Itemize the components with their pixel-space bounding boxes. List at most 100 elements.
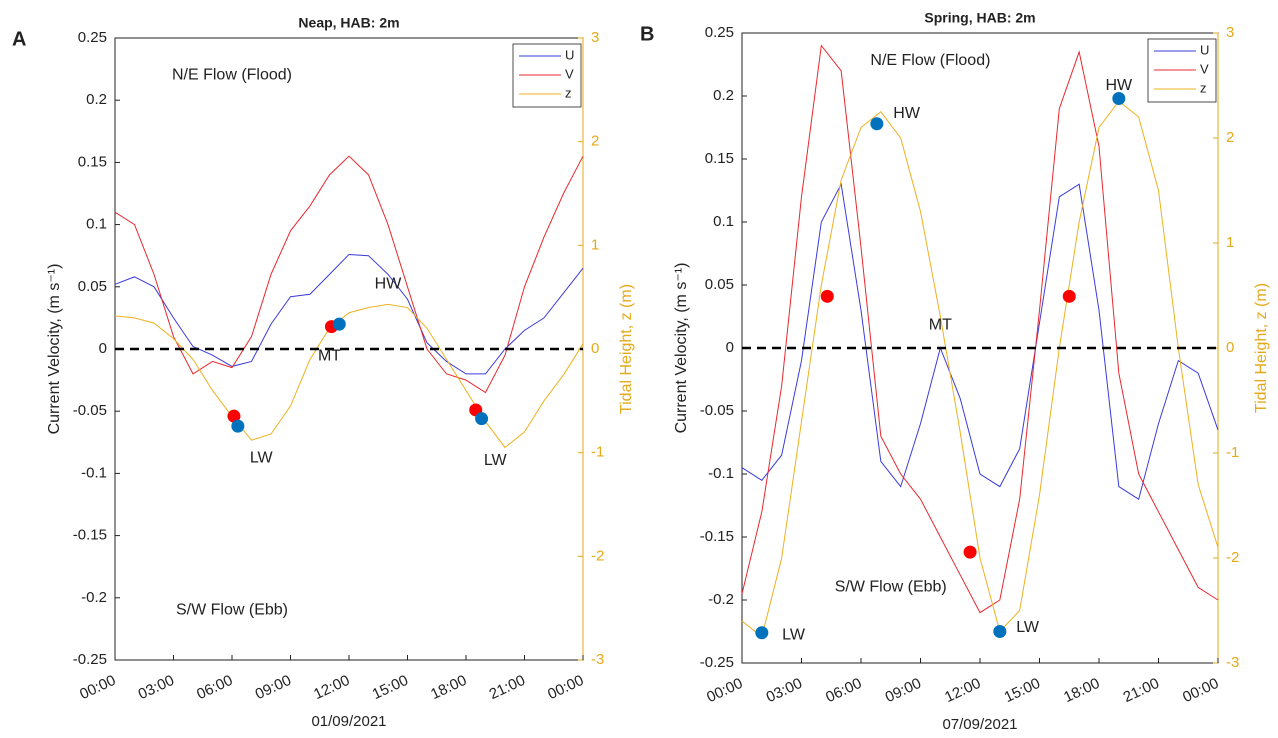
x-axis-label: 07/09/2021 bbox=[942, 716, 1017, 733]
y2-tick-label: -1 bbox=[1226, 444, 1239, 461]
y2-tick-label: 2 bbox=[1226, 129, 1234, 146]
y-tick-label: 0 bbox=[726, 339, 734, 356]
legend-label: z bbox=[1200, 80, 1207, 95]
annotation: N/E Flow (Flood) bbox=[870, 52, 990, 69]
point-marker bbox=[963, 545, 977, 559]
point-marker bbox=[231, 419, 245, 433]
plot-frame bbox=[741, 32, 1219, 664]
y-tick-label: 0.05 bbox=[705, 276, 734, 293]
y2-tick-label: 3 bbox=[591, 29, 599, 46]
annotation: MT bbox=[929, 317, 952, 334]
legend-label: U bbox=[1200, 42, 1209, 57]
y-tick-label: -0.1 bbox=[708, 465, 734, 482]
y2-tick-label: -3 bbox=[1226, 654, 1239, 671]
annotation: S/W Flow (Ebb) bbox=[176, 601, 288, 618]
chart-title: Neap, HAB: 2m bbox=[298, 15, 399, 31]
y-tick-label: -0.1 bbox=[81, 464, 107, 481]
panel-label: B bbox=[640, 23, 654, 45]
annotation: HW bbox=[893, 105, 921, 122]
y2-tick-label: 0 bbox=[591, 340, 599, 357]
annotation: S/W Flow (Ebb) bbox=[835, 579, 947, 596]
annotation: HW bbox=[1106, 77, 1134, 94]
y-tick-label: -0.15 bbox=[73, 527, 107, 544]
y2-tick-label: -1 bbox=[591, 444, 604, 461]
y-tick-label: 0 bbox=[99, 340, 107, 357]
x-tick-label: 21:00 bbox=[1121, 675, 1162, 706]
legend-label: U bbox=[565, 47, 574, 62]
y-axis-label: Current Velocity, (m s⁻¹) bbox=[46, 264, 63, 435]
y2-tick-label: 1 bbox=[1226, 234, 1234, 251]
x-tick-label: 12:00 bbox=[942, 675, 983, 706]
y-tick-label: -0.05 bbox=[73, 402, 107, 419]
point-marker bbox=[820, 289, 834, 303]
series-line bbox=[114, 253, 584, 375]
y-tick-label: -0.15 bbox=[700, 528, 734, 545]
point-marker bbox=[475, 412, 489, 426]
x-tick-label: 21:00 bbox=[487, 672, 528, 703]
y-tick-label: 0.1 bbox=[713, 213, 734, 230]
panel: A Neap, HAB: 2m -0.25 -0.2 -0.15 -0.1 -0.05 0 0.… bbox=[12, 15, 635, 730]
panel-label: A bbox=[12, 28, 26, 50]
y2-tick-label: 0 bbox=[1226, 339, 1234, 356]
panel: B Spring, HAB: 2m -0.25 -0.2 -0.15 -0.1 -0.05 0… bbox=[640, 10, 1270, 733]
point-marker bbox=[1112, 92, 1126, 106]
point-marker bbox=[227, 409, 241, 423]
y-tick-label: 0.05 bbox=[78, 278, 107, 295]
series-line bbox=[741, 100, 1219, 638]
y2-tick-label: 1 bbox=[591, 236, 599, 253]
x-tick-label: 15:00 bbox=[1002, 675, 1043, 706]
annotation: LW bbox=[484, 452, 508, 469]
x-tick-label: 09:00 bbox=[253, 672, 294, 703]
x-tick-label: 09:00 bbox=[883, 675, 924, 706]
y-tick-label: -0.2 bbox=[81, 589, 107, 606]
x-tick-label: 06:00 bbox=[194, 672, 235, 703]
x-tick-label: 03:00 bbox=[136, 672, 177, 703]
x-tick-label: 00:00 bbox=[1180, 675, 1221, 706]
x-tick-label: 12:00 bbox=[311, 672, 352, 703]
y2-tick-label: 3 bbox=[1226, 24, 1234, 41]
y-tick-label: -0.05 bbox=[700, 402, 734, 419]
series-line bbox=[741, 182, 1219, 500]
series-line bbox=[741, 44, 1219, 614]
y-tick-label: 0.15 bbox=[78, 153, 107, 170]
legend-label: V bbox=[1200, 61, 1209, 76]
legend-label: V bbox=[565, 66, 574, 81]
x-tick-label: 15:00 bbox=[370, 672, 411, 703]
series-line bbox=[114, 155, 584, 394]
y2-axis-label: Tidal Height, z (m) bbox=[1253, 283, 1270, 413]
x-tick-label: 00:00 bbox=[545, 672, 586, 703]
point-marker bbox=[332, 317, 346, 331]
y-tick-label: 0.2 bbox=[713, 87, 734, 104]
y2-axis-label: Tidal Height, z (m) bbox=[618, 284, 635, 414]
annotation: LW bbox=[782, 626, 806, 643]
annotation: LW bbox=[250, 450, 274, 467]
point-marker bbox=[1062, 289, 1076, 303]
point-marker bbox=[755, 626, 769, 640]
x-tick-label: 18:00 bbox=[1061, 675, 1102, 706]
annotation: HW bbox=[375, 276, 403, 293]
x-tick-label: 00:00 bbox=[77, 672, 118, 703]
y-tick-label: -0.25 bbox=[700, 654, 734, 671]
legend-label: z bbox=[565, 85, 572, 100]
y-tick-label: 0.1 bbox=[86, 216, 107, 233]
annotation: MT bbox=[318, 348, 341, 365]
y-tick-label: -0.2 bbox=[708, 591, 734, 608]
y2-tick-label: -2 bbox=[1226, 549, 1239, 566]
x-tick-label: 18:00 bbox=[428, 672, 469, 703]
y-tick-label: 0.25 bbox=[705, 24, 734, 41]
series-line bbox=[114, 303, 584, 449]
y-axis-label: Current Velocity, (m s⁻¹) bbox=[673, 263, 690, 434]
chart-title: Spring, HAB: 2m bbox=[924, 10, 1035, 26]
y-tick-label: -0.25 bbox=[73, 651, 107, 668]
annotation: N/E Flow (Flood) bbox=[172, 67, 292, 84]
y2-tick-label: 2 bbox=[591, 133, 599, 150]
x-tick-label: 06:00 bbox=[823, 675, 864, 706]
x-tick-label: 00:00 bbox=[704, 675, 745, 706]
y2-tick-label: -3 bbox=[591, 651, 604, 668]
y2-tick-label: -2 bbox=[591, 547, 604, 564]
point-marker bbox=[993, 625, 1007, 638]
x-tick-label: 03:00 bbox=[764, 675, 805, 706]
y-tick-label: 0.2 bbox=[86, 91, 107, 108]
